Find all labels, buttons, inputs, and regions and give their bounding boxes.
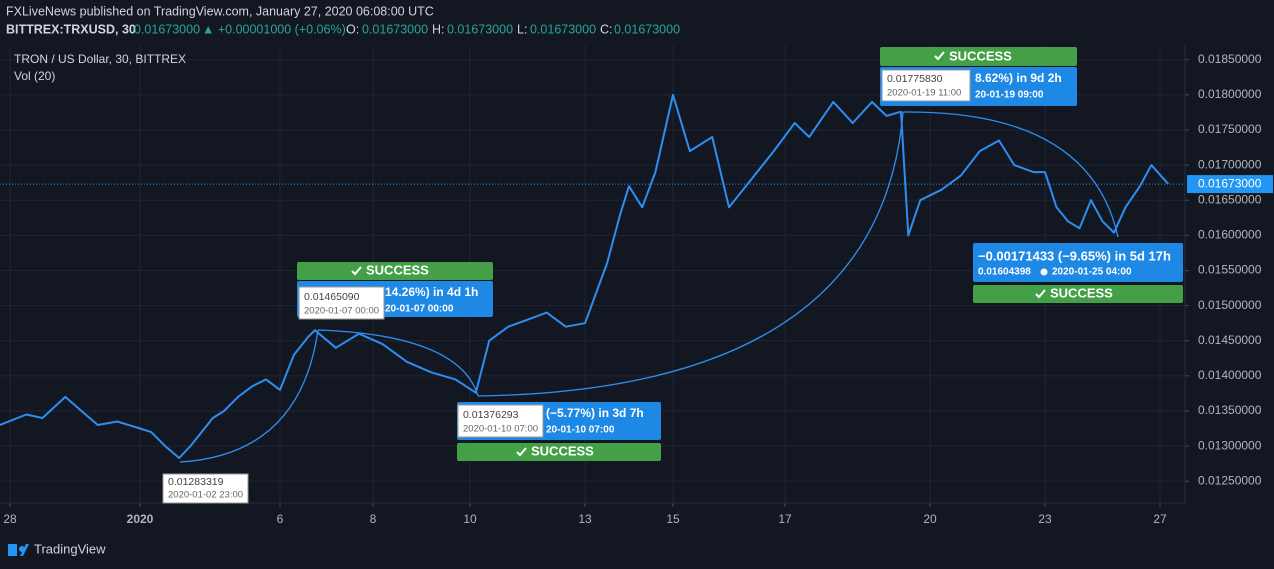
success-text: SUCCESS bbox=[531, 443, 594, 458]
h-value: 0.01673000 bbox=[447, 22, 513, 36]
measure-line1: 8.62%) in 9d 2h bbox=[975, 71, 1062, 85]
last-price-tag bbox=[1187, 175, 1273, 194]
x-tick-label: 8 bbox=[370, 512, 377, 526]
success-badge bbox=[297, 262, 493, 280]
l-value: 0.01673000 bbox=[530, 22, 596, 36]
check-icon bbox=[351, 266, 362, 276]
y-tick-label: 0.01300000 bbox=[1198, 438, 1262, 452]
clock-icon bbox=[1040, 268, 1048, 276]
l-label: L: bbox=[517, 22, 527, 36]
y-tick-label: 0.01750000 bbox=[1198, 122, 1262, 136]
measure-box bbox=[973, 243, 1183, 282]
success-text: SUCCESS bbox=[1050, 285, 1113, 300]
tooltip-box bbox=[881, 69, 971, 102]
measure-line1: (−5.77%) in 3d 7h bbox=[546, 406, 644, 420]
last: 0.01673000 bbox=[134, 22, 200, 36]
measure-line2: 20-01-10 07:00 bbox=[546, 425, 615, 436]
projection-curves bbox=[179, 111, 1119, 463]
success-badge bbox=[457, 443, 661, 461]
change: ▲ +0.00001000 (+0.06%) bbox=[202, 22, 346, 36]
o-value: 0.01673000 bbox=[362, 22, 428, 36]
y-tick-label: 0.01650000 bbox=[1198, 192, 1262, 206]
chart-title: TRON / US Dollar, 30, BITTREX bbox=[14, 52, 186, 66]
measure-price: 0.01604398 bbox=[978, 267, 1031, 278]
y-tick-label: 0.01700000 bbox=[1198, 157, 1262, 171]
success-badge bbox=[973, 285, 1183, 303]
c-label: C: bbox=[600, 22, 613, 36]
x-tick-label: 20 bbox=[923, 512, 937, 526]
curve bbox=[179, 329, 319, 463]
x-tick-label: 23 bbox=[1038, 512, 1052, 526]
check-icon bbox=[516, 447, 527, 457]
y-tick-label: 0.01550000 bbox=[1198, 263, 1262, 277]
y-tick-label: 0.01800000 bbox=[1198, 87, 1262, 101]
measure-line1: −0.00171433 (−9.65%) in 5d 17h bbox=[978, 248, 1171, 263]
measure-time: 2020-01-25 04:00 bbox=[1052, 267, 1132, 278]
tooltip-time: 2020-01-07 00:00 bbox=[304, 306, 379, 317]
x-tick-label: 2020 bbox=[127, 512, 154, 526]
tooltip-box bbox=[162, 473, 249, 504]
success-badge bbox=[880, 47, 1077, 66]
symbol: BITTREX:TRXUSD, 30 bbox=[6, 22, 136, 36]
measure-line2: 20-01-19 09:00 bbox=[975, 90, 1044, 101]
tooltip-price: 0.01775830 bbox=[887, 73, 943, 85]
success-text: SUCCESS bbox=[949, 48, 1012, 63]
y-tick-label: 0.01350000 bbox=[1198, 403, 1262, 417]
subtitle: Vol (20) bbox=[14, 69, 55, 83]
c-value: 0.01673000 bbox=[614, 22, 680, 36]
tooltip-price: 0.01376293 bbox=[463, 409, 519, 421]
logo-part bbox=[8, 544, 17, 556]
plot: 0.01673000 bbox=[0, 93, 1273, 459]
curve bbox=[477, 111, 904, 397]
x-tick-label: 27 bbox=[1153, 512, 1167, 526]
brand: TradingView bbox=[34, 541, 106, 556]
publish-line: FXLiveNews published on TradingView.com,… bbox=[6, 4, 434, 18]
curve bbox=[902, 111, 1119, 238]
x-tick-label: 17 bbox=[778, 512, 792, 526]
last-price-label: 0.01673000 bbox=[1198, 176, 1262, 190]
y-tick-label: 0.01400000 bbox=[1198, 368, 1262, 382]
y-tick-label: 0.01250000 bbox=[1198, 473, 1262, 487]
tooltip-box bbox=[298, 286, 385, 320]
y-tick-label: 0.01850000 bbox=[1198, 52, 1262, 66]
x-tick-label: 6 bbox=[277, 512, 284, 526]
x-tick-label: 10 bbox=[463, 512, 477, 526]
measure-line1: 14.26%) in 4d 1h bbox=[385, 285, 478, 299]
x-tick-label: 28 bbox=[3, 512, 17, 526]
y-tick-label: 0.01450000 bbox=[1198, 333, 1262, 347]
tooltip-time: 2020-01-19 11:00 bbox=[887, 88, 961, 99]
tooltip-time: 2020-01-02 23:00 bbox=[168, 490, 243, 501]
logo-part bbox=[20, 544, 29, 556]
h-label: H: bbox=[432, 22, 445, 36]
y-tick-label: 0.01600000 bbox=[1198, 228, 1262, 242]
check-icon bbox=[1035, 289, 1046, 299]
curve bbox=[317, 329, 479, 397]
o-label: O: bbox=[346, 22, 359, 36]
y-tick-label: 0.01500000 bbox=[1198, 298, 1262, 312]
tooltip-price: 0.01465090 bbox=[304, 291, 360, 303]
check-icon bbox=[934, 51, 945, 61]
tooltip-price: 0.01283319 bbox=[168, 476, 224, 488]
x-tick-label: 13 bbox=[578, 512, 592, 526]
success-text: SUCCESS bbox=[366, 262, 429, 277]
tooltip-box bbox=[457, 404, 544, 438]
tradingview-logo bbox=[8, 544, 29, 556]
tooltip-time: 2020-01-10 07:00 bbox=[463, 424, 538, 435]
x-tick-label: 15 bbox=[666, 512, 680, 526]
measure-line2: 20-01-07 00:00 bbox=[385, 304, 454, 315]
price-line bbox=[0, 93, 1170, 459]
